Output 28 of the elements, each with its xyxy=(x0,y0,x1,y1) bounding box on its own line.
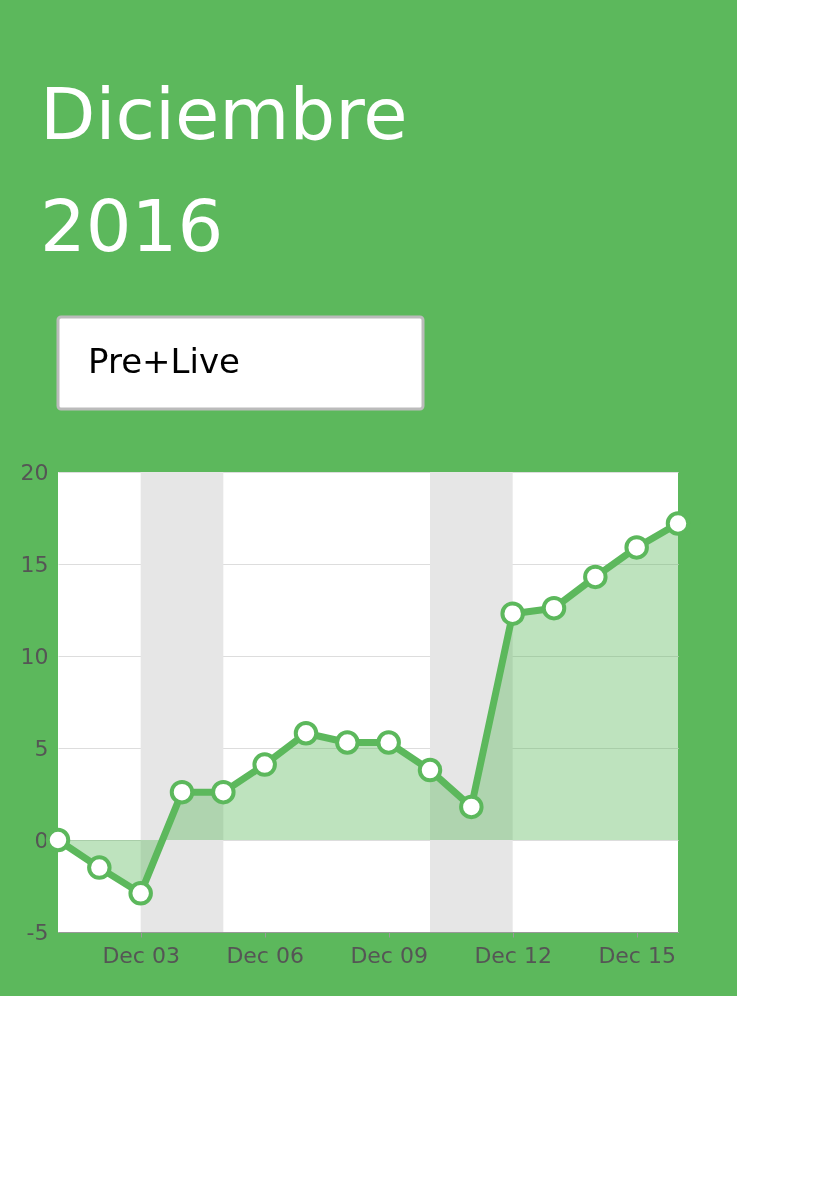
point xyxy=(624,535,649,560)
y-tick-label: 15 xyxy=(20,551,49,577)
x-tick-label: Dec 03 xyxy=(102,942,180,968)
x-tick-label: Dec 15 xyxy=(598,942,676,968)
point xyxy=(45,827,71,853)
x-tick-label: Dec 09 xyxy=(350,942,428,968)
point xyxy=(169,779,195,805)
y-tick-label: -5 xyxy=(26,919,49,945)
chart-subtitle: 2016 xyxy=(40,183,224,268)
point xyxy=(293,721,319,746)
point xyxy=(541,595,567,621)
point xyxy=(417,757,443,783)
point xyxy=(500,601,525,626)
point xyxy=(252,752,277,777)
point xyxy=(335,730,360,755)
point xyxy=(211,779,236,805)
y-tick-label: 20 xyxy=(20,459,49,485)
point xyxy=(376,730,401,755)
x-tick-label: Dec 12 xyxy=(474,942,552,968)
x-tick-label: Dec 06 xyxy=(226,942,304,968)
point xyxy=(583,564,608,590)
point xyxy=(459,794,484,820)
point xyxy=(128,881,153,906)
chart-title: Diciembre xyxy=(40,71,408,156)
text: Pre+Live xyxy=(88,341,240,381)
y-tick-label: 10 xyxy=(20,643,49,669)
point xyxy=(87,855,112,880)
y-tick-label: 5 xyxy=(34,735,49,761)
